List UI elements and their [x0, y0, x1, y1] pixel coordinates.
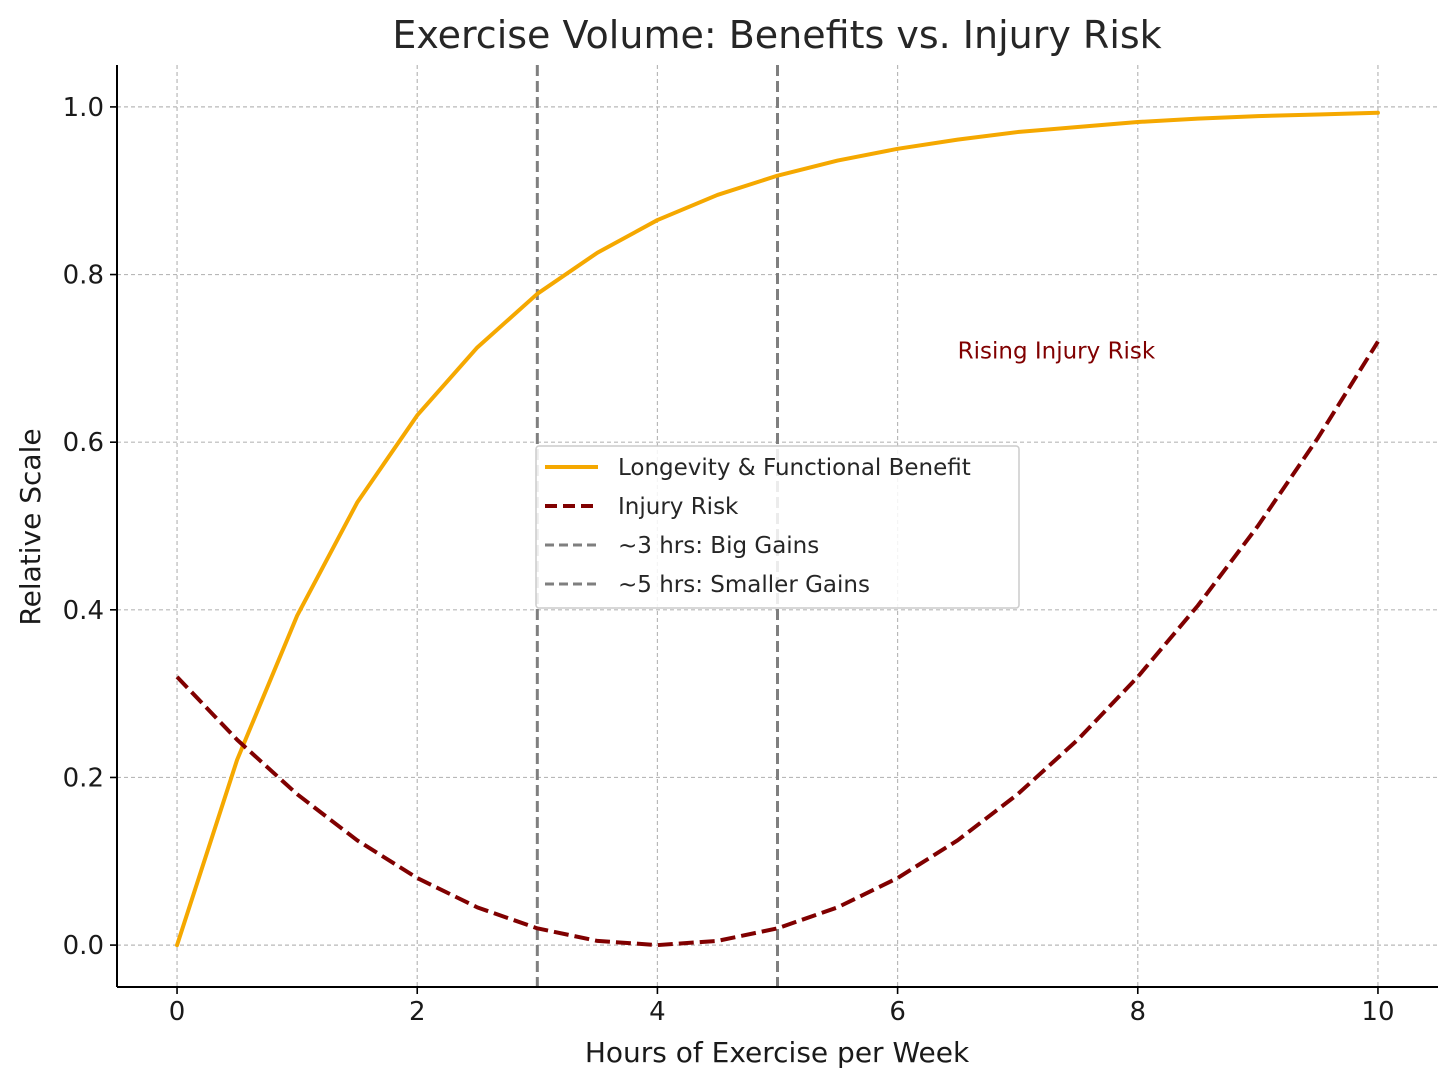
x-tick-label: 6 [889, 997, 906, 1027]
chart-title: Exercise Volume: Benefits vs. Injury Ris… [392, 13, 1161, 57]
legend-label-benefit: Longevity & Functional Benefit [618, 455, 971, 481]
x-tick-label: 2 [409, 997, 426, 1027]
annotations: Rising Injury Risk [958, 338, 1156, 364]
benefit-line [175, 110, 1380, 948]
x-tick-label: 8 [1129, 997, 1146, 1027]
legend: Longevity & Functional Benefit Injury Ris… [535, 445, 1020, 609]
legend-box [535, 445, 1020, 609]
y-tick-label: 0.2 [63, 763, 104, 793]
y-tick-label: 1.0 [63, 93, 104, 123]
annotation-rising-injury-risk: Rising Injury Risk [958, 338, 1156, 364]
x-tick-label: 4 [649, 997, 666, 1027]
x-tick-label: 10 [1361, 997, 1394, 1027]
reference-lines [535, 65, 779, 987]
axes [110, 65, 1438, 994]
x-axis-label: Hours of Exercise per Week [585, 1036, 970, 1069]
data-series [175, 110, 1380, 948]
y-tick-label: 0.0 [63, 931, 104, 961]
legend-label-injury-risk: Injury Risk [618, 494, 739, 520]
x-tick-label: 0 [169, 997, 186, 1027]
y-tick-label: 0.4 [63, 596, 104, 626]
legend-label-vline-3hrs: ~3 hrs: Big Gains [618, 533, 819, 559]
legend-label-vline-5hrs: ~5 hrs: Smaller Gains [618, 572, 870, 598]
y-tick-label: 0.6 [63, 428, 104, 458]
tick-labels: 0 2 4 6 8 10 0.0 0.2 0.4 0.6 0.8 1.0 [63, 93, 1395, 1027]
y-tick-label: 0.8 [63, 261, 104, 291]
y-axis-label: Relative Scale [14, 428, 47, 625]
